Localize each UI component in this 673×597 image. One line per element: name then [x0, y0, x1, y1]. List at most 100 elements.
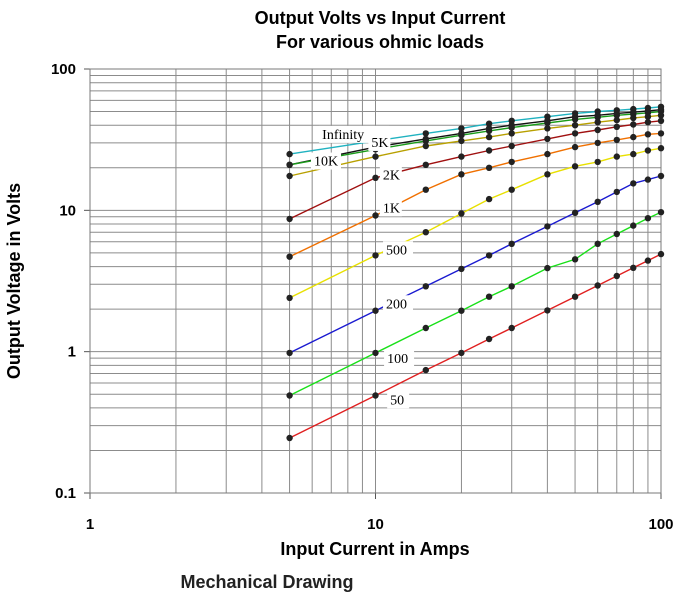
data-point: [372, 174, 379, 181]
data-point: [422, 161, 429, 168]
series-label: 2K: [383, 169, 400, 184]
series-label-bg: [387, 391, 410, 409]
data-point: [630, 150, 637, 158]
data-point: [613, 136, 620, 144]
data-point: [644, 147, 652, 154]
data-point: [422, 283, 429, 290]
data-point: [372, 153, 379, 160]
data-point: [571, 293, 579, 300]
data-point: [644, 131, 652, 138]
chart-subtitle: For various ohmic loads: [276, 32, 484, 52]
data-point: [372, 349, 379, 357]
series-label: 1K: [383, 201, 400, 216]
data-point: [571, 256, 579, 263]
series-layer: [289, 106, 662, 439]
data-point: [544, 125, 551, 132]
data-point: [458, 125, 465, 132]
data-point: [544, 135, 551, 143]
data-point: [657, 209, 665, 216]
y-axis-title: Output Voltage in Volts: [4, 183, 24, 379]
data-point: [422, 137, 429, 145]
series-label: 100: [387, 352, 408, 367]
data-point: [657, 117, 665, 125]
data-point: [485, 252, 493, 259]
data-point: [372, 212, 379, 219]
caption-text: Mechanical Drawing: [180, 572, 353, 592]
y-tick-label: 100: [51, 61, 76, 78]
series-label: 5K: [371, 136, 388, 151]
data-point: [613, 188, 620, 196]
data-point: [485, 335, 493, 343]
marker-layer: [286, 103, 665, 442]
data-point: [630, 114, 637, 122]
series-label: 50: [390, 393, 404, 408]
data-point: [644, 257, 652, 264]
data-point: [644, 176, 652, 183]
series-label-bg: [379, 199, 402, 217]
data-point: [657, 130, 665, 137]
series-label-bg: [379, 166, 402, 184]
data-point: [508, 240, 515, 247]
data-point: [372, 252, 379, 259]
series-label: 10K: [314, 155, 338, 170]
data-point: [571, 163, 579, 170]
data-point: [458, 171, 465, 178]
series-label-bg: [368, 133, 391, 151]
series-line: [289, 253, 662, 439]
data-point: [286, 215, 293, 223]
data-point: [458, 137, 465, 145]
data-point: [594, 114, 601, 121]
data-point: [286, 253, 293, 260]
series-label: Infinity: [322, 128, 364, 143]
data-point: [458, 349, 465, 357]
series-label-bg: [383, 241, 414, 259]
data-point: [286, 434, 293, 442]
data-point: [508, 130, 515, 137]
data-point: [571, 143, 579, 151]
data-point: [613, 112, 620, 119]
plot-frame: [89, 68, 662, 494]
data-point: [286, 392, 293, 399]
data-point: [594, 119, 601, 126]
data-point: [594, 240, 601, 247]
x-tick-label: 100: [648, 516, 673, 533]
data-point: [508, 186, 515, 193]
data-point: [544, 264, 551, 272]
data-point: [613, 153, 620, 160]
data-point: [485, 127, 493, 135]
data-point: [508, 283, 515, 290]
data-point: [485, 147, 493, 154]
data-point: [458, 132, 465, 139]
data-point: [485, 133, 493, 141]
data-point: [508, 124, 515, 131]
data-point: [657, 145, 665, 152]
data-point: [644, 119, 652, 126]
data-point: [630, 222, 637, 229]
data-point: [485, 164, 493, 171]
data-point: [286, 349, 293, 357]
data-point: [508, 158, 515, 166]
data-point: [544, 171, 551, 178]
data-point: [422, 186, 429, 193]
x-axis-title: Input Current in Amps: [280, 539, 469, 559]
y-tick-label: 1: [68, 344, 76, 361]
series-labels: Infinity 5K 10K 2K 1K 500 200 100 50: [310, 125, 415, 409]
data-point: [544, 307, 551, 314]
data-point: [508, 142, 515, 150]
x-tick-label: 10: [367, 516, 384, 533]
data-point: [286, 150, 293, 158]
data-point: [286, 161, 293, 168]
data-point: [544, 150, 551, 158]
data-point: [657, 250, 665, 258]
series-label: 500: [386, 243, 407, 258]
data-point: [422, 229, 429, 236]
data-point: [644, 215, 652, 222]
y-tick-label: 0.1: [55, 485, 76, 502]
chart-title: Output Volts vs Input Current: [255, 8, 506, 28]
data-point: [571, 209, 579, 216]
data-point: [594, 139, 601, 147]
data-point: [458, 307, 465, 314]
data-point: [485, 120, 493, 127]
tick-labels: 1 10 100 0.1 1 10 100: [51, 61, 673, 533]
